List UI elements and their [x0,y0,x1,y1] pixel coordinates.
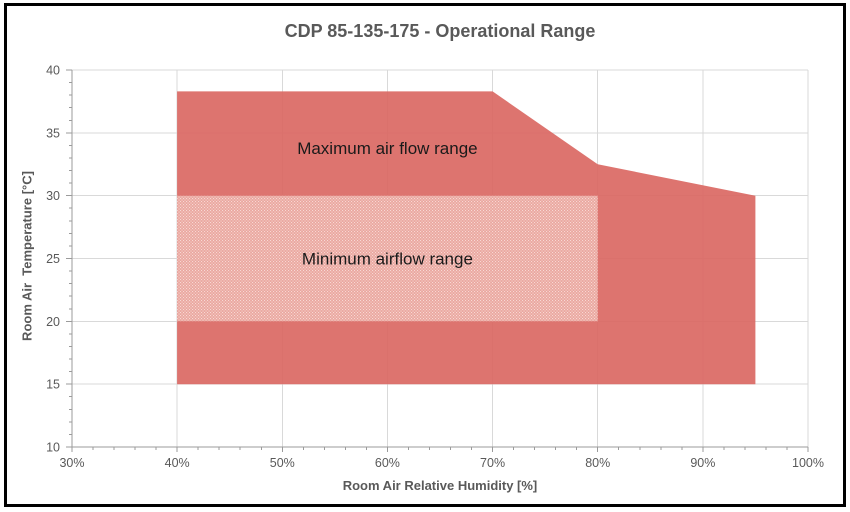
x-tick-label: 30% [59,456,84,470]
chart-annotation: Maximum air flow range [297,139,477,158]
y-tick-label: 15 [46,378,60,392]
x-axis-label: Room Air Relative Humidity [%] [342,478,538,493]
y-tick-label: 35 [46,126,60,140]
y-tick-label: 20 [46,315,60,329]
x-tick-label: 100% [792,456,824,470]
min-airflow-area [177,195,598,322]
y-tick-label: 25 [46,252,60,266]
x-tick-label: 90% [690,456,715,470]
chart-title: CDP 85-135-175 - Operational Range [284,21,596,41]
x-tick-label: 80% [585,456,610,470]
chart-annotation: Minimum airflow range [302,250,473,269]
x-tick-label: 50% [270,456,295,470]
y-tick-label: 10 [46,441,60,455]
x-tick-label: 70% [480,456,505,470]
x-tick-label: 60% [375,456,400,470]
y-tick-label: 40 [46,64,60,78]
y-tick-label: 30 [46,189,60,203]
x-tick-label: 40% [165,456,190,470]
